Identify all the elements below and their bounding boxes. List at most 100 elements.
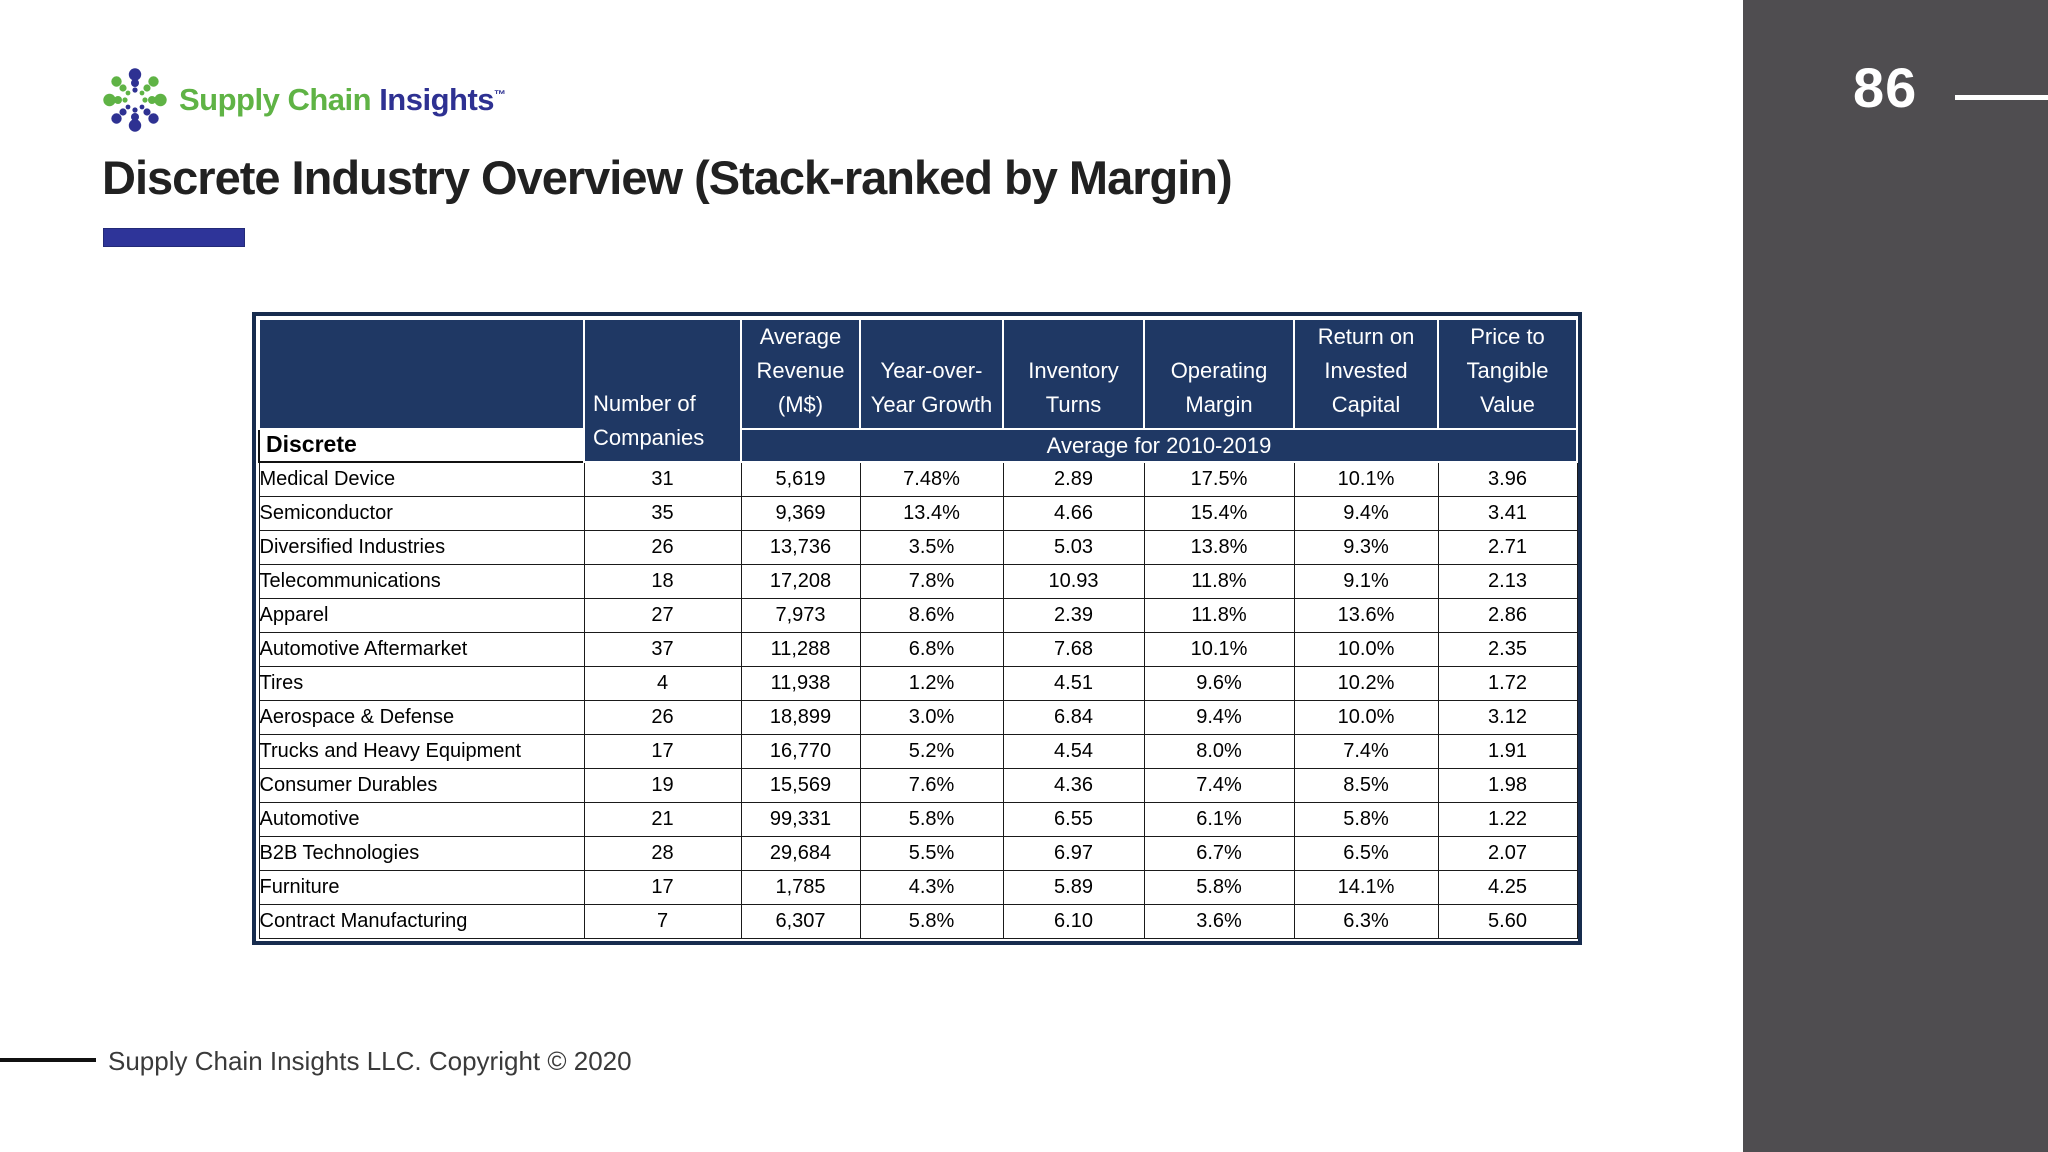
metric-value-cell: 6.8% — [859, 631, 1004, 667]
industry-name-cell: Automotive — [258, 801, 585, 837]
metric-value-cell: 9.4% — [1293, 495, 1439, 531]
table-row: Trucks and Heavy Equipment 17 16,770 5.2% 4.… — [258, 733, 1578, 769]
metric-value-cell: 19 — [583, 767, 742, 803]
metric-value-cell: 11,288 — [740, 631, 861, 667]
metric-value-cell: 17 — [583, 733, 742, 769]
metric-value-cell: 9.3% — [1293, 529, 1439, 565]
metric-value-cell: 8.5% — [1293, 767, 1439, 803]
slide-side-panel: 86 — [1743, 0, 2048, 1152]
header-average-period-band: Average for 2010-2019 — [740, 428, 1578, 463]
metric-value-cell: 99,331 — [740, 801, 861, 837]
metric-value-cell: 15.4% — [1143, 495, 1295, 531]
metric-value-cell: 31 — [583, 461, 742, 497]
metric-value-cell: 5.8% — [1293, 801, 1439, 837]
metric-value-cell: 28 — [583, 835, 742, 871]
metric-value-cell: 17 — [583, 869, 742, 905]
metric-value-cell: 10.1% — [1293, 461, 1439, 497]
metric-value-cell: 5.5% — [859, 835, 1004, 871]
metric-value-cell: 3.96 — [1437, 461, 1578, 497]
metric-value-cell: 3.0% — [859, 699, 1004, 735]
metric-value-cell: 13,736 — [740, 529, 861, 565]
header-inventory-turns: Inventory Turns — [1002, 318, 1145, 430]
page-number-rule — [1955, 95, 2048, 100]
metric-value-cell: 13.8% — [1143, 529, 1295, 565]
metric-value-cell: 7.8% — [859, 563, 1004, 599]
metric-value-cell: 6.55 — [1002, 801, 1145, 837]
metric-value-cell: 3.5% — [859, 529, 1004, 565]
table-row: Semiconductor 35 9,369 13.4% 4.66 15.4% 9.4% 3.… — [258, 495, 1578, 531]
metric-value-cell: 7.6% — [859, 767, 1004, 803]
metric-value-cell: 14.1% — [1293, 869, 1439, 905]
industry-name-cell: Telecommunications — [258, 563, 585, 599]
metric-value-cell: 5.2% — [859, 733, 1004, 769]
metric-value-cell: 2.13 — [1437, 563, 1578, 599]
metric-value-cell: 13.4% — [859, 495, 1004, 531]
metric-value-cell: 8.6% — [859, 597, 1004, 633]
metric-value-cell: 5.89 — [1002, 869, 1145, 905]
metric-value-cell: 18 — [583, 563, 742, 599]
table-row: Telecommunications 18 17,208 7.8% 10.93 11.8%… — [258, 563, 1578, 599]
header-empty-cell — [258, 318, 585, 430]
metric-value-cell: 2.86 — [1437, 597, 1578, 633]
metric-value-cell: 4.3% — [859, 869, 1004, 905]
metric-value-cell: 6.5% — [1293, 835, 1439, 871]
logo-wordmark: Supply Chain Insights™ — [179, 82, 506, 118]
industry-name-cell: Contract Manufacturing — [258, 903, 585, 939]
logo: Supply Chain Insights™ — [103, 68, 506, 132]
industry-name-cell: Consumer Durables — [258, 767, 585, 803]
metric-value-cell: 6.10 — [1002, 903, 1145, 939]
footer-rule — [0, 1058, 96, 1062]
metric-value-cell: 16,770 — [740, 733, 861, 769]
industry-metrics-table: Number of Companies Average Revenue (M$)… — [258, 318, 1578, 939]
footer-copyright: Supply Chain Insights LLC. Copyright © 2… — [108, 1046, 632, 1076]
table-row: Contract Manufacturing 7 6,307 5.8% 6.10 3.6%… — [258, 903, 1578, 939]
metric-value-cell: 5.8% — [1143, 869, 1295, 905]
metric-value-cell: 1.2% — [859, 665, 1004, 701]
table-row: Aerospace & Defense 26 18,899 3.0% 6.84 9.4% 1… — [258, 699, 1578, 735]
table-body: Medical Device 31 5,619 7.48% 2.89 17.5% 10.1%… — [258, 461, 1578, 939]
metric-value-cell: 15,569 — [740, 767, 861, 803]
metric-value-cell: 6.3% — [1293, 903, 1439, 939]
metric-value-cell: 2.07 — [1437, 835, 1578, 871]
industry-name-cell: Aerospace & Defense — [258, 699, 585, 735]
table-row: Automotive 21 99,331 5.8% 6.55 6.1% 5.8% 1.22 — [258, 801, 1578, 837]
industry-name-cell: Tires — [258, 665, 585, 701]
slide-title: Discrete Industry Overview (Stack-ranked… — [102, 151, 1233, 204]
page-number: 86 — [1853, 56, 1918, 119]
metric-value-cell: 4.54 — [1002, 733, 1145, 769]
supply-chain-insights-starburst-icon — [103, 68, 167, 132]
metric-value-cell: 29,684 — [740, 835, 861, 871]
industry-name-cell: B2B Technologies — [258, 835, 585, 871]
metric-value-cell: 1.98 — [1437, 767, 1578, 803]
metric-value-cell: 27 — [583, 597, 742, 633]
metric-value-cell: 4.36 — [1002, 767, 1145, 803]
table-row: Furniture 17 1,785 4.3% 5.89 5.8% 14.1% 4.25 — [258, 869, 1578, 905]
metric-value-cell: 5.8% — [859, 801, 1004, 837]
logo-text-supply-chain: Supply Chain — [179, 82, 380, 117]
header-return-on-invested-capital: Return on Invested Capital — [1293, 318, 1439, 430]
header-operating-margin: Operating Margin — [1143, 318, 1295, 430]
table-row: Medical Device 31 5,619 7.48% 2.89 17.5% 10.1%… — [258, 461, 1578, 497]
metric-value-cell: 3.41 — [1437, 495, 1578, 531]
header-average-revenue: Average Revenue (M$) — [740, 318, 861, 430]
industry-name-cell: Diversified Industries — [258, 529, 585, 565]
table-row: Apparel 27 7,973 8.6% 2.39 11.8% 13.6% 2.86 — [258, 597, 1578, 633]
metric-value-cell: 5.60 — [1437, 903, 1578, 939]
metric-value-cell: 5.8% — [859, 903, 1004, 939]
metric-value-cell: 5.03 — [1002, 529, 1145, 565]
industry-name-cell: Medical Device — [258, 461, 585, 497]
metric-value-cell: 26 — [583, 529, 742, 565]
table-row: B2B Technologies 28 29,684 5.5% 6.97 6.7% 6.5%… — [258, 835, 1578, 871]
metric-value-cell: 6.1% — [1143, 801, 1295, 837]
metric-value-cell: 35 — [583, 495, 742, 531]
metric-value-cell: 4.25 — [1437, 869, 1578, 905]
metric-value-cell: 4.51 — [1002, 665, 1145, 701]
title-accent-bar — [103, 228, 245, 247]
metric-value-cell: 7 — [583, 903, 742, 939]
metric-value-cell: 13.6% — [1293, 597, 1439, 633]
metric-value-cell: 9,369 — [740, 495, 861, 531]
industry-name-cell: Furniture — [258, 869, 585, 905]
metric-value-cell: 7,973 — [740, 597, 861, 633]
metric-value-cell: 4.66 — [1002, 495, 1145, 531]
metric-value-cell: 7.4% — [1143, 767, 1295, 803]
